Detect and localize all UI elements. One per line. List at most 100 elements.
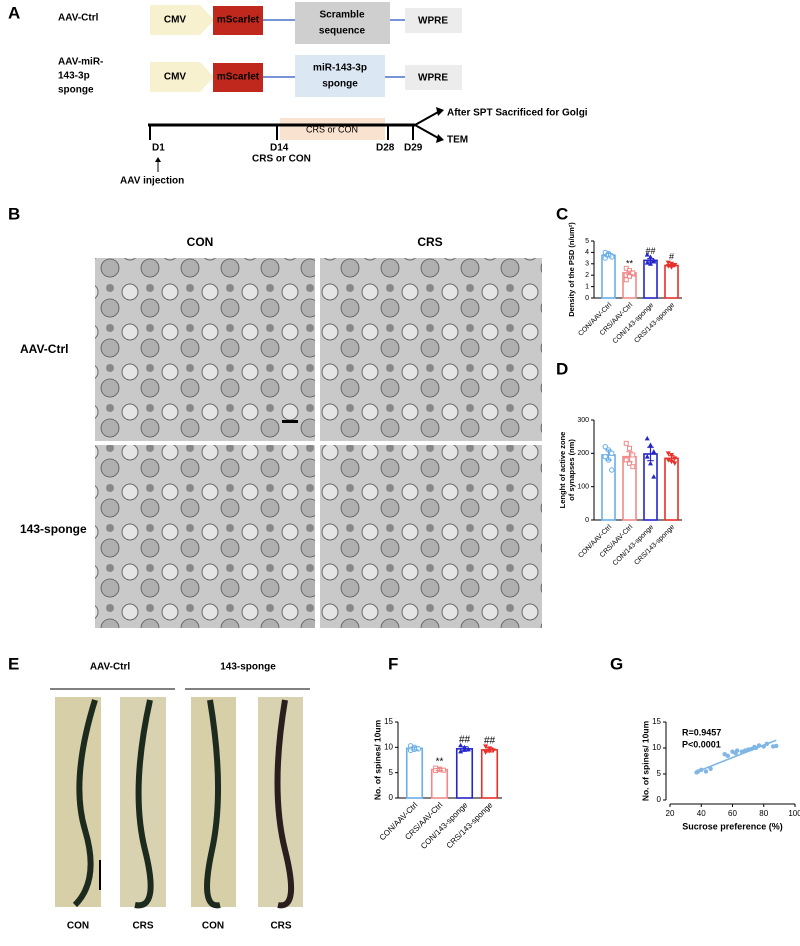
- reporter-box: [213, 63, 263, 92]
- y-tick-label: 5: [657, 769, 662, 778]
- panel-a: A AAV-Ctrl CMV mScarlet Scramble sequenc…: [8, 2, 588, 187]
- error-bar: [647, 446, 654, 462]
- data-point: [774, 743, 779, 749]
- x-tick-label: CRS/143-sponge: [445, 800, 495, 850]
- construct-name: AAV-Ctrl: [58, 13, 99, 24]
- column-label: CON: [187, 235, 214, 249]
- row-label: AAV-Ctrl: [20, 342, 68, 356]
- x-tick-label: CRS/143-sponge: [633, 302, 676, 345]
- insert: sequence: [319, 26, 366, 37]
- window: CRS or CON: [306, 124, 358, 134]
- error-bar: [410, 746, 419, 751]
- data-point: [627, 445, 632, 451]
- em-image: [95, 445, 315, 628]
- day: D29: [404, 143, 423, 154]
- y-tick-label: 15: [652, 717, 661, 726]
- annotation: ##: [459, 734, 471, 745]
- panel-label: E: [8, 654, 19, 673]
- construct-name: sponge: [58, 85, 94, 96]
- panel-b: B CON CRS AAV-Ctrl 143-sponge: [8, 204, 542, 628]
- data-point: [648, 460, 653, 466]
- annotation: P<0.0001: [682, 739, 721, 749]
- data-point: [665, 260, 671, 266]
- data-point: [602, 453, 608, 460]
- data-point: [665, 451, 671, 456]
- row-label: 143-sponge: [20, 522, 87, 536]
- panel-label: F: [388, 654, 398, 673]
- em-image: [320, 445, 542, 628]
- data-point: [708, 766, 713, 771]
- tail-box: [405, 8, 462, 33]
- tail-box: [405, 65, 462, 90]
- data-point: [609, 467, 615, 473]
- data-point: [651, 474, 657, 479]
- column-label: CRS: [132, 921, 153, 932]
- column-label: CRS: [270, 921, 291, 932]
- bar: [601, 454, 616, 521]
- panel-label: G: [610, 654, 623, 673]
- insert: miR-143-3p: [313, 63, 367, 74]
- bar: [430, 768, 449, 799]
- y-tick-label: 4: [585, 249, 589, 256]
- error-bar: [460, 746, 469, 752]
- y-tick-label: 0: [389, 793, 394, 802]
- group-label: 143-sponge: [220, 662, 276, 673]
- data-point: [490, 748, 496, 753]
- panel-label: A: [8, 3, 20, 22]
- annotation: R=0.9457: [682, 727, 721, 737]
- day: D14: [270, 143, 289, 154]
- annotation: **: [436, 756, 444, 767]
- error-bar: [605, 252, 612, 258]
- y-tick-label: 0: [585, 295, 589, 302]
- bar: [601, 254, 616, 299]
- error-bar: [668, 455, 675, 462]
- error-bar: [485, 747, 494, 753]
- bar: [480, 749, 499, 799]
- y-tick-label: 300: [577, 417, 589, 424]
- panel-label: C: [556, 204, 568, 223]
- data-point: [734, 748, 740, 753]
- data-point: [644, 252, 650, 257]
- data-point: [602, 443, 608, 450]
- y-axis-label: No. of spines/ 10um: [372, 719, 382, 800]
- insert: Scramble: [319, 10, 364, 21]
- bar: [664, 264, 679, 299]
- insert: sponge: [322, 79, 358, 90]
- data-point: [623, 440, 629, 446]
- em-image: [95, 258, 315, 441]
- column-label: CON: [67, 921, 89, 932]
- promoter: CMV: [164, 72, 187, 83]
- y-tick-label: 200: [577, 450, 589, 457]
- y-tick-label: 100: [577, 484, 589, 491]
- column-label: CON: [202, 921, 224, 932]
- error-bar: [626, 270, 633, 276]
- data-point: [672, 456, 678, 461]
- bar: [643, 259, 658, 299]
- data-point: [644, 435, 650, 441]
- data-point: [672, 461, 678, 466]
- x-tick-label: 40: [697, 809, 706, 818]
- panel-e: E AAV-Ctrl 143-sponge CON CRS CON CRS: [8, 654, 310, 932]
- y-tick-label: 3: [585, 261, 589, 268]
- promoter: CMV: [164, 15, 187, 26]
- x-tick-label: 100: [788, 809, 800, 818]
- outcome: TEM: [447, 135, 468, 146]
- day: D1: [152, 143, 165, 154]
- event: AAV injection: [120, 176, 184, 187]
- y-tick-label: 10: [652, 743, 661, 752]
- y-axis-label: of synapses (nm): [567, 439, 576, 501]
- y-tick-label: 0: [585, 517, 589, 524]
- insert-box: [295, 2, 390, 44]
- data-point: [458, 742, 464, 748]
- construct-name: 143-3p: [58, 71, 90, 82]
- data-point: [651, 449, 657, 454]
- data-point: [648, 442, 653, 447]
- bar: [664, 457, 679, 521]
- group-label: AAV-Ctrl: [90, 662, 131, 673]
- y-tick-label: 15: [384, 717, 393, 726]
- column-label: CRS: [417, 235, 442, 249]
- em-image: [320, 258, 542, 441]
- y-tick-label: 10: [384, 742, 393, 751]
- data-point: [703, 769, 709, 774]
